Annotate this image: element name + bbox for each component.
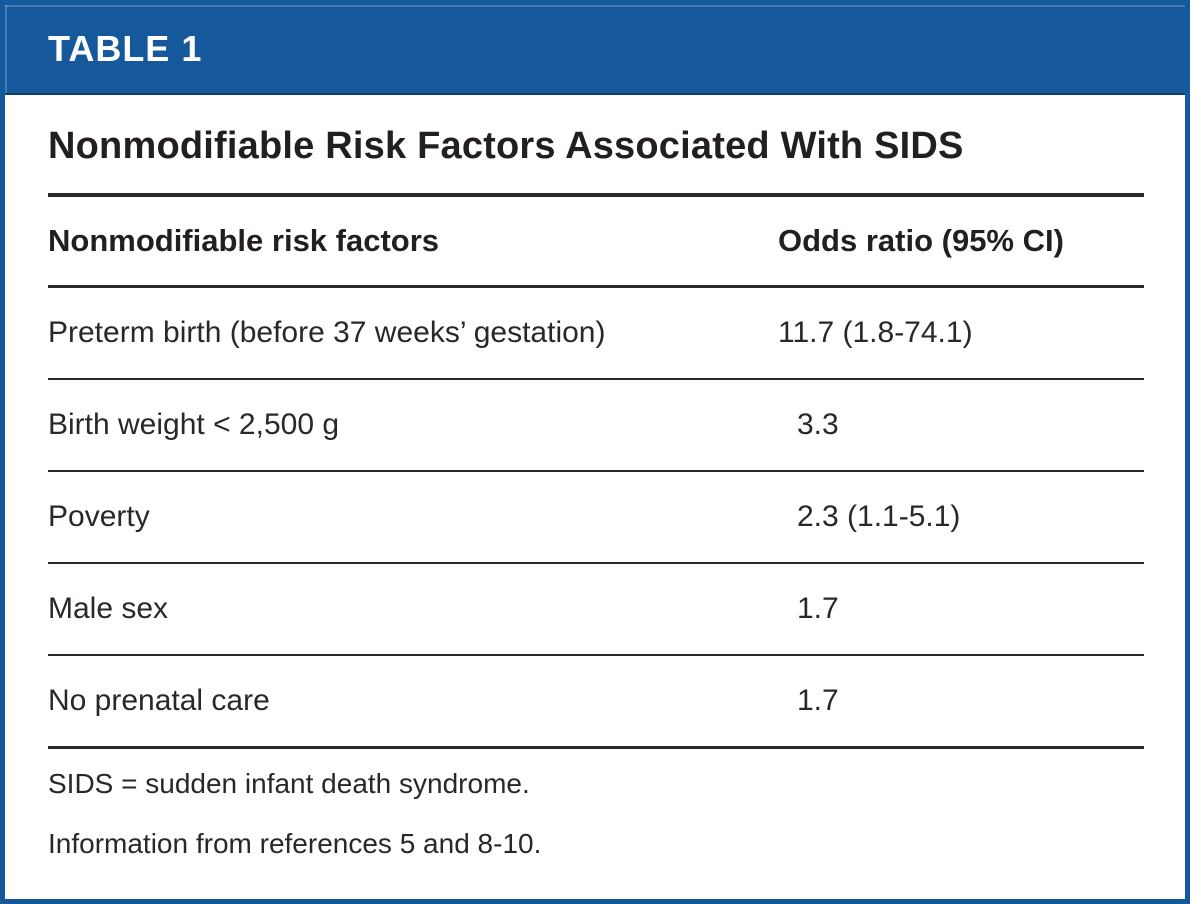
footnote-abbreviation: SIDS = sudden infant death syndrome. <box>48 768 530 799</box>
table-content: Nonmodifiable Risk Factors Associated Wi… <box>5 121 1185 863</box>
table-header-bar: TABLE 1 <box>5 5 1185 95</box>
table-footnotes: SIDS = sudden infant death syndrome. Inf… <box>48 749 1144 863</box>
header-divider <box>48 285 1144 288</box>
table-title: Nonmodifiable Risk Factors Associated Wi… <box>48 125 964 167</box>
table-number-label: TABLE 1 <box>48 28 203 69</box>
risk-factor-cell: Poverty <box>48 500 150 533</box>
table-row-no-prenatal-care: No prenatal care 1.7 <box>48 656 1144 746</box>
odds-ratio-cell: 2.3 (1.1-5.1) <box>797 500 961 533</box>
column-header-odds-ratio: Odds ratio (95% CI) <box>778 223 1064 258</box>
risk-factor-cell: Preterm birth (before 37 weeks’ gestatio… <box>48 316 606 349</box>
odds-ratio-cell: 1.7 <box>797 684 839 717</box>
risk-factor-cell: No prenatal care <box>48 684 270 717</box>
table-row-male-sex: Male sex 1.7 <box>48 564 1144 654</box>
table-row-preterm-birth: Preterm birth (before 37 weeks’ gestatio… <box>48 288 1144 378</box>
row-divider <box>48 470 1144 472</box>
row-divider <box>48 562 1144 564</box>
risk-factor-cell: Male sex <box>48 592 169 625</box>
footnote-references: Information from references 5 and 8-10. <box>48 828 542 859</box>
odds-ratio-cell: 1.7 <box>797 592 839 625</box>
odds-ratio-cell: 11.7 (1.8-74.1) <box>778 316 973 349</box>
row-divider <box>48 378 1144 380</box>
odds-ratio-cell: 3.3 <box>797 408 839 441</box>
table-column-headers: Nonmodifiable risk factors Odds ratio (9… <box>48 197 1144 285</box>
column-header-risk-factors: Nonmodifiable risk factors <box>48 223 440 258</box>
title-divider <box>48 193 1144 197</box>
row-divider <box>48 654 1144 656</box>
footer-divider <box>48 746 1144 749</box>
risk-factor-cell: Birth weight < 2,500 g <box>48 408 340 441</box>
table-row-poverty: Poverty 2.3 (1.1-5.1) <box>48 472 1144 562</box>
table-row-birth-weight: Birth weight < 2,500 g 3.3 <box>48 380 1144 470</box>
